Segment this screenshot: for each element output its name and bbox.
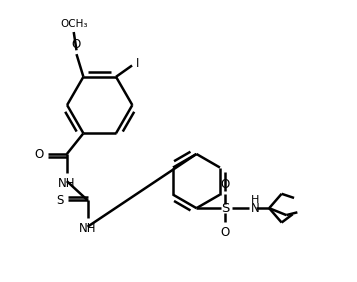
Text: H: H [251, 195, 260, 205]
Text: O: O [221, 226, 230, 239]
Text: OCH₃: OCH₃ [60, 19, 87, 29]
Text: NH: NH [58, 177, 76, 190]
Text: O: O [221, 178, 230, 191]
Text: N: N [251, 202, 260, 215]
Text: O: O [34, 147, 43, 160]
Text: S: S [56, 194, 64, 207]
Text: O: O [72, 38, 81, 51]
Text: NH: NH [79, 222, 96, 235]
Text: I: I [136, 57, 140, 70]
Text: S: S [221, 202, 230, 215]
